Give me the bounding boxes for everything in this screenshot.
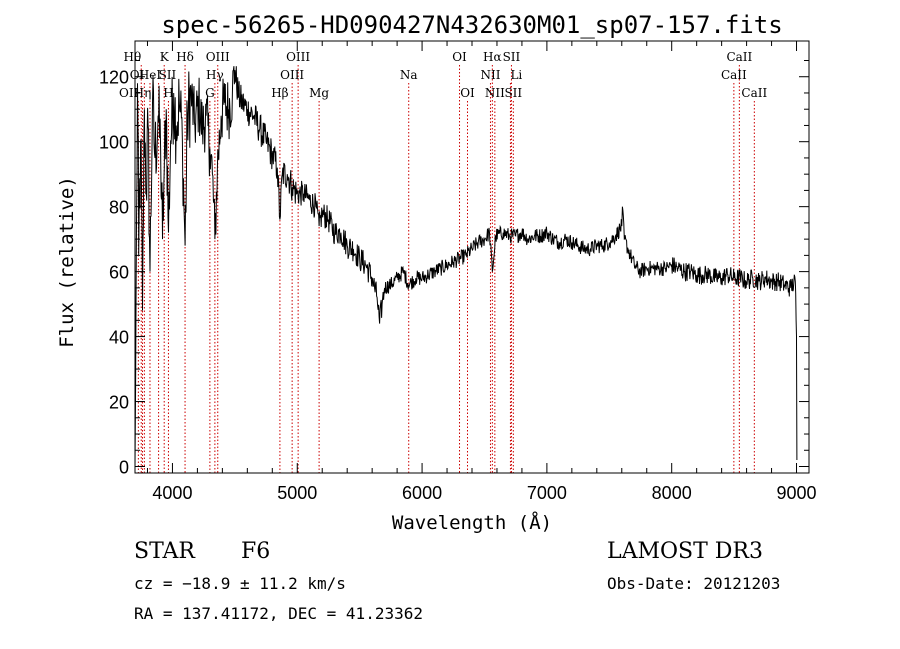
- line-label-3: OI: [130, 68, 145, 82]
- line-label-7: H: [163, 86, 173, 100]
- y-tick-label-5: 100: [99, 133, 129, 153]
- x-tick-label-3: 7000: [527, 483, 567, 503]
- y-tick-label-6: 120: [99, 68, 129, 88]
- y-tick-label-1: 20: [109, 393, 129, 413]
- x-tick-label-4: 8000: [652, 483, 692, 503]
- y-axis: 0 20 40 60 80 100 120: [99, 59, 809, 478]
- line-label-11: OIII: [206, 50, 230, 64]
- line-label-13: OIII: [280, 68, 304, 82]
- survey-name: LAMOST DR3: [607, 539, 763, 564]
- line-label-6: K: [160, 50, 170, 64]
- line-label-5: SII: [159, 68, 177, 82]
- line-label-4: HeI: [139, 68, 162, 82]
- line-label-25: CaII: [721, 68, 747, 82]
- y-axis-label: Flux (relative): [56, 176, 78, 348]
- observation-date: Obs-Date: 20121203: [607, 574, 781, 593]
- y-tick-label-3: 60: [109, 263, 129, 283]
- line-label-14: OIII: [286, 50, 310, 64]
- y-tick-label-4: 80: [109, 198, 129, 218]
- chart-title: spec-56265-HD090427N432630M01_sp07-157.f…: [161, 11, 782, 39]
- object-class: STAR: [134, 539, 195, 564]
- x-tick-label-1: 5000: [277, 483, 317, 503]
- line-label-18: OI: [460, 86, 475, 100]
- plot-frame: [134, 40, 810, 474]
- sky-coordinates: RA = 137.41172, DEC = 41.23362: [134, 604, 423, 623]
- x-axis-label: Wavelength (Å): [392, 511, 552, 534]
- x-axis: 4000 5000 6000 7000 8000 9000: [146, 41, 817, 503]
- line-label-9: G: [205, 86, 215, 100]
- spectrum-line: [134, 66, 798, 467]
- object-subclass: F6: [241, 539, 271, 564]
- line-label-17: OI: [452, 50, 467, 64]
- line-label-27: CaII: [741, 86, 767, 100]
- line-label-0: OII: [119, 86, 139, 100]
- line-label-26: CaII: [726, 50, 752, 64]
- line-label-24: SII: [504, 86, 522, 100]
- line-label-21: NII: [485, 86, 505, 100]
- y-tick-label-2: 40: [109, 328, 129, 348]
- line-label-10: Hγ: [206, 68, 224, 82]
- line-label-16: Na: [400, 68, 418, 82]
- line-label-19: NII: [480, 68, 500, 82]
- x-tick-label-5: 9000: [776, 483, 816, 503]
- line-label-12: Hβ: [271, 86, 288, 100]
- x-tick-label-2: 6000: [402, 483, 442, 503]
- spectral-line-labels: OIIHθHηOIHeISIIKHHδGHγOIIIHβOIIIOIIIMgNa…: [119, 50, 767, 100]
- line-label-1: Hθ: [124, 50, 142, 64]
- line-label-23: SII: [503, 50, 521, 64]
- x-tick-label-0: 4000: [152, 483, 192, 503]
- line-label-15: Mg: [309, 86, 329, 100]
- line-label-20: Hα: [483, 50, 502, 64]
- y-tick-label-0: 0: [119, 458, 129, 478]
- line-label-8: Hδ: [176, 50, 194, 64]
- line-label-22: Li: [510, 68, 522, 82]
- redshift-velocity: cz = −18.9 ± 11.2 km/s: [134, 574, 346, 593]
